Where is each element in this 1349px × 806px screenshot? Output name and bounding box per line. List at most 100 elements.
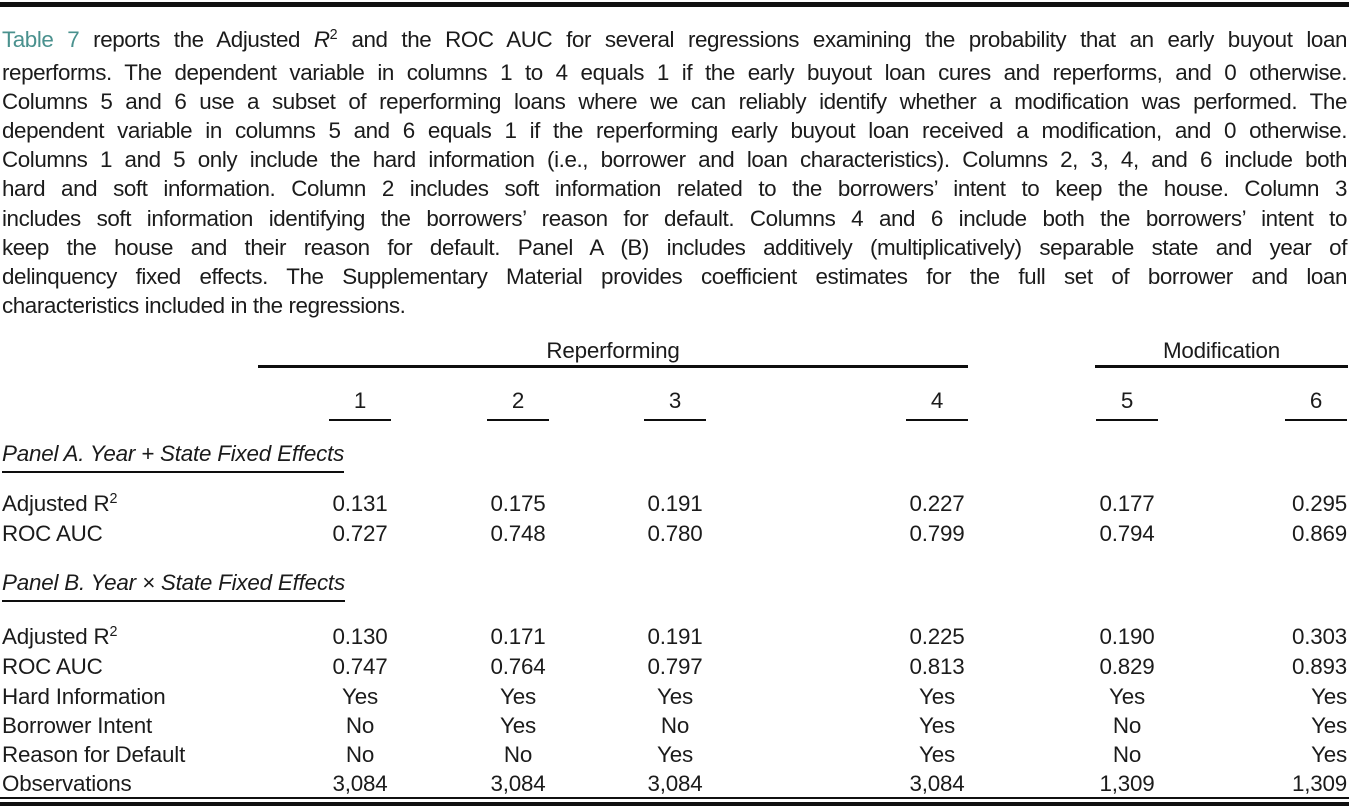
cell: 0.727: [332, 521, 388, 546]
cell: No: [660, 713, 690, 738]
top-rule: [0, 2, 1349, 7]
column-header-3: 3: [610, 388, 740, 421]
cell: Yes: [500, 684, 536, 709]
cell: Yes: [1311, 713, 1347, 738]
cell: Yes: [919, 713, 955, 738]
caption-r-italic: R: [313, 27, 330, 52]
cell: 0.131: [332, 491, 388, 516]
row-label: Hard Information: [2, 684, 166, 709]
cell: Yes: [342, 684, 378, 709]
cell: 0.191: [647, 491, 703, 516]
table-row-panel-b-roc-auc: ROC AUC 0.747 0.764 0.797 0.813 0.829 0.…: [0, 654, 1349, 682]
cell: 0.794: [1099, 521, 1155, 546]
panel-b-heading: Panel B. Year × State Fixed Effects: [2, 570, 345, 602]
cell: 0.797: [647, 654, 703, 679]
cell: 1,309: [1099, 771, 1155, 796]
cell: 0.191: [647, 624, 703, 649]
table-row-panel-a-adjusted-r2: Adjusted R2 0.131 0.175 0.191 0.227 0.17…: [0, 491, 1349, 519]
row-label: Reason for Default: [2, 742, 186, 767]
table-row-hard-information: Hard Information Yes Yes Yes Yes Yes Yes: [0, 684, 1349, 712]
caption-r-superscript: 2: [329, 27, 338, 44]
column-header-2: 2: [453, 388, 583, 421]
cell: No: [1112, 742, 1142, 767]
cell: 3,084: [647, 771, 703, 796]
caption-line-6: hard and soft information. Column 2 incl…: [2, 176, 1347, 202]
group-rule-reperforming: [258, 365, 968, 368]
cell: Yes: [919, 742, 955, 767]
table-caption: Table 7 reports the Adjusted R2 and the …: [2, 25, 1347, 320]
cell: 3,084: [332, 771, 388, 796]
cell: Yes: [919, 684, 955, 709]
column-number: 2: [487, 388, 549, 421]
cell: 0.829: [1099, 654, 1155, 679]
table-row-panel-a-roc-auc: ROC AUC 0.727 0.748 0.780 0.799 0.794 0.…: [0, 521, 1349, 549]
column-group-label-modification: Modification: [1162, 338, 1281, 363]
panel-a-heading: Panel A. Year + State Fixed Effects: [2, 441, 344, 473]
cell: 0.175: [490, 491, 546, 516]
table-row-panel-b-adjusted-r2: Adjusted R2 0.130 0.171 0.191 0.225 0.19…: [0, 624, 1349, 652]
row-label: Borrower Intent: [2, 713, 153, 738]
cell: Yes: [657, 684, 693, 709]
cell: 0.747: [332, 654, 388, 679]
caption-line-1: Table 7 reports the Adjusted R2 and the …: [2, 25, 1347, 58]
cell: 0.190: [1099, 624, 1155, 649]
column-number-header-row: 1 2 3 4 5 6: [0, 388, 1349, 421]
row-label: Adjusted R2: [2, 624, 118, 650]
row-label: Observations: [2, 771, 132, 796]
cell: 0.813: [909, 654, 965, 679]
cell: Yes: [1311, 684, 1347, 709]
row-label-text: Adjusted R: [2, 491, 110, 516]
cell: 0.177: [1099, 491, 1155, 516]
bottom-rule-thin: [0, 797, 1349, 799]
column-header-1: 1: [295, 388, 425, 421]
row-label-superscript: 2: [109, 491, 118, 508]
cell: 0.893: [1291, 654, 1347, 679]
cell: 3,084: [490, 771, 546, 796]
caption-line-9: delinquency fixed effects. The Supplemen…: [2, 263, 1347, 289]
cell: 0.303: [1291, 624, 1347, 649]
cell: 3,084: [909, 771, 965, 796]
cell: No: [503, 742, 533, 767]
column-number: 1: [329, 388, 391, 421]
table-ref-link[interactable]: Table 7: [2, 27, 80, 52]
cell: Yes: [657, 742, 693, 767]
caption-line-4: dependent variable in columns 5 and 6 eq…: [2, 118, 1347, 144]
cell: 0.225: [909, 624, 965, 649]
cell: 0.171: [490, 624, 546, 649]
caption-text: and the ROC AUC for several regressions …: [337, 27, 1348, 52]
row-label-superscript: 2: [109, 624, 118, 641]
group-rule-modification: [1095, 365, 1348, 368]
cell: 0.295: [1291, 491, 1347, 516]
table-row-reason-for-default: Reason for Default No No Yes Yes No Yes: [0, 742, 1349, 770]
caption-line-7: includes soft information identifying th…: [2, 205, 1347, 231]
cell: 0.130: [332, 624, 388, 649]
caption-text: reports the Adjusted: [79, 27, 314, 52]
cell: 0.748: [490, 521, 546, 546]
cell: Yes: [1311, 742, 1347, 767]
column-header-5: 5: [1062, 388, 1192, 421]
cell: Yes: [500, 713, 536, 738]
caption-line-10: characteristics included in the regressi…: [2, 292, 406, 318]
column-header-6: 6: [1217, 388, 1347, 421]
caption-line-2: reperforms. The dependent variable in co…: [2, 60, 1347, 86]
column-number: 6: [1285, 388, 1347, 421]
row-label: ROC AUC: [2, 654, 103, 679]
bottom-rule-thick: [0, 801, 1349, 806]
column-number: 4: [906, 388, 968, 421]
cell: 0.869: [1291, 521, 1347, 546]
table-row-borrower-intent: Borrower Intent No Yes No Yes No Yes: [0, 713, 1349, 741]
column-group-label-reperforming: Reperforming: [546, 338, 680, 363]
caption-line-8: keep the house and their reason for defa…: [2, 234, 1347, 260]
cell: 0.764: [490, 654, 546, 679]
row-label: Adjusted R2: [2, 491, 118, 517]
cell: 1,309: [1291, 771, 1347, 796]
column-number: 5: [1096, 388, 1158, 421]
column-header-4: 4: [872, 388, 1002, 421]
cell: 0.780: [647, 521, 703, 546]
cell: 0.799: [909, 521, 965, 546]
cell: No: [1112, 713, 1142, 738]
row-label-text: Adjusted R: [2, 624, 110, 649]
caption-line-3: Columns 5 and 6 use a subset of reperfor…: [2, 89, 1347, 115]
row-label: ROC AUC: [2, 521, 103, 546]
